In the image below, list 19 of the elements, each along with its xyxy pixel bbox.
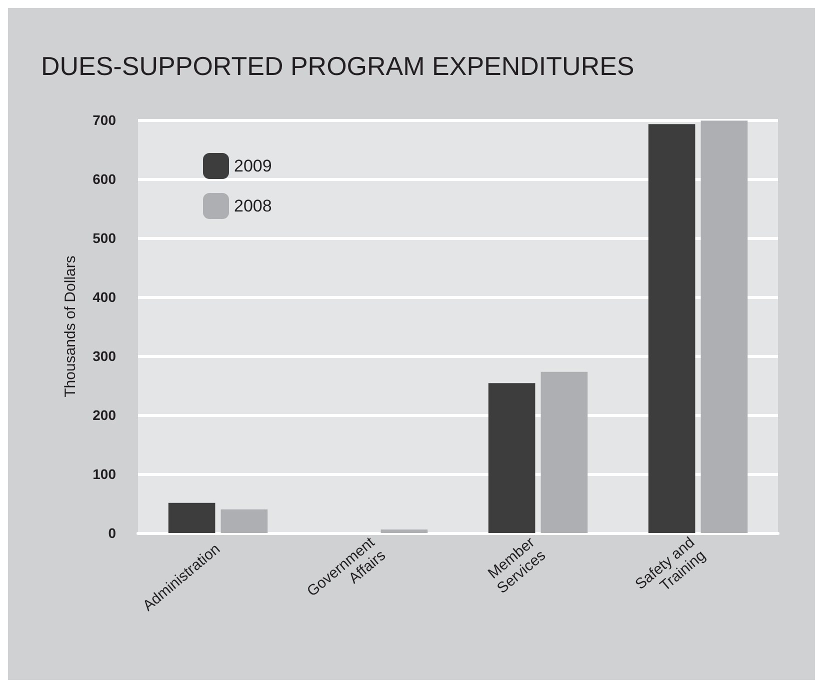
bar <box>540 372 588 533</box>
bar <box>488 383 536 533</box>
bar <box>700 120 748 533</box>
y-tick-label: 400 <box>92 289 116 305</box>
y-tick-label: 300 <box>92 348 116 364</box>
y-tick-label: 200 <box>92 407 116 423</box>
bar <box>220 509 268 533</box>
y-tick-label: 500 <box>92 230 116 246</box>
legend-label: 2009 <box>234 156 272 176</box>
bar <box>168 502 216 533</box>
y-tick-label: 100 <box>92 466 116 482</box>
bar <box>380 529 428 533</box>
y-tick-label: 600 <box>92 171 116 187</box>
legend-label: 2008 <box>234 196 272 216</box>
chart-title: DUES-SUPPORTED PROGRAM EXPENDITURES <box>41 51 634 81</box>
y-tick-label: 0 <box>108 525 116 541</box>
bar <box>648 124 696 533</box>
y-tick-label: 700 <box>92 112 116 128</box>
y-axis-title: Thousands of Dollars <box>62 256 79 398</box>
